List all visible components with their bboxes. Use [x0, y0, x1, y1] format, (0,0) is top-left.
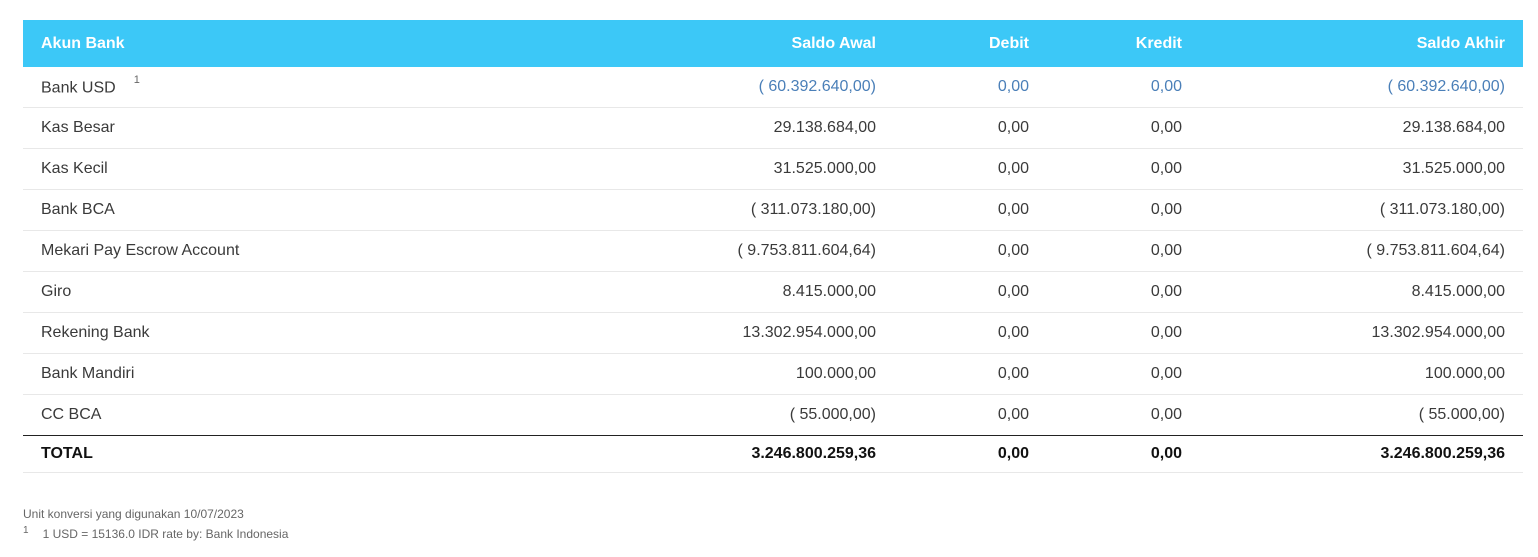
account-name: Rekening Bank: [23, 312, 553, 354]
debit-value: 0,00: [894, 148, 1047, 190]
total-opening-balance: 3.246.800.259,36: [553, 435, 894, 473]
bank-summary-report: Akun Bank Saldo Awal Debit Kredit Saldo …: [23, 20, 1523, 473]
table-row: Giro 8.415.000,00 0,00 0,00 8.415.000,00: [23, 271, 1523, 313]
table-row: CC BCA ( 55.000,00) 0,00 0,00 ( 55.000,0…: [23, 395, 1523, 436]
credit-value: 0,00: [1047, 312, 1200, 354]
opening-balance: 13.302.954.000,00: [553, 312, 894, 354]
account-name: Bank USD: [41, 79, 116, 97]
credit-link[interactable]: 0,00: [1150, 78, 1182, 95]
debit-cell: 0,00: [894, 67, 1047, 108]
header-saldo-akhir: Saldo Akhir: [1200, 20, 1523, 67]
debit-value: 0,00: [894, 230, 1047, 272]
closing-balance: 100.000,00: [1200, 353, 1523, 395]
total-row: TOTAL 3.246.800.259,36 0,00 0,00 3.246.8…: [23, 435, 1523, 473]
conversion-date-note: Unit konversi yang digunakan 10/07/2023: [23, 507, 244, 521]
debit-value: 0,00: [997, 406, 1029, 423]
credit-value: 0,00: [1047, 353, 1200, 395]
credit-cell: 0,00: [1047, 67, 1200, 108]
closing-balance: 8.415.000,00: [1200, 271, 1523, 313]
table-row: Bank BCA ( 311.073.180,00) 0,00 0,00 ( 3…: [23, 189, 1523, 231]
footnote-row: 1 1 USD = 15136.0 IDR rate by: Bank Indon…: [23, 524, 288, 546]
account-name: Kas Besar: [23, 107, 553, 149]
opening-balance-link[interactable]: ( 60.392.640,00): [758, 78, 876, 95]
opening-balance: 100.000,00: [553, 353, 894, 395]
header-saldo-awal: Saldo Awal: [553, 20, 894, 67]
total-debit: 0,00: [894, 435, 1047, 473]
header-kredit: Kredit: [1047, 20, 1200, 67]
total-credit: 0,00: [1047, 435, 1200, 473]
account-name-cell: Bank USD 1: [23, 67, 553, 108]
opening-balance: ( 9.753.811.604,64): [553, 230, 894, 272]
closing-balance: ( 55.000,00): [1418, 406, 1505, 423]
account-name: Bank BCA: [23, 189, 553, 231]
table-row: Kas Kecil 31.525.000,00 0,00 0,00 31.525…: [23, 148, 1523, 190]
table-row: Rekening Bank 13.302.954.000,00 0,00 0,0…: [23, 312, 1523, 354]
credit-value: 0,00: [1047, 230, 1200, 272]
closing-balance-link[interactable]: ( 60.392.640,00): [1387, 78, 1505, 95]
report-notes: Unit konversi yang digunakan 10/07/2023 …: [23, 504, 288, 546]
account-name: Bank Mandiri: [23, 353, 553, 395]
table-row: Mekari Pay Escrow Account ( 9.753.811.60…: [23, 230, 1523, 272]
opening-balance: 31.525.000,00: [553, 148, 894, 190]
table-row: Kas Besar 29.138.684,00 0,00 0,00 29.138…: [23, 107, 1523, 149]
credit-value: 0,00: [1047, 148, 1200, 190]
closing-balance: 13.302.954.000,00: [1200, 312, 1523, 354]
debit-link[interactable]: 0,00: [997, 78, 1029, 95]
credit-value: 0,00: [1047, 189, 1200, 231]
debit-value: 0,00: [894, 107, 1047, 149]
table-header-row: Akun Bank Saldo Awal Debit Kredit Saldo …: [23, 20, 1523, 67]
opening-balance: 8.415.000,00: [553, 271, 894, 313]
header-akun-bank: Akun Bank: [23, 20, 553, 67]
closing-balance: 29.138.684,00: [1200, 107, 1523, 149]
footnote-marker: 1: [23, 525, 29, 536]
account-name: Kas Kecil: [23, 148, 553, 190]
credit-value: 0,00: [1047, 271, 1200, 313]
debit-value: 0,00: [894, 271, 1047, 313]
header-debit: Debit: [894, 20, 1047, 67]
bank-balance-table: Akun Bank Saldo Awal Debit Kredit Saldo …: [23, 20, 1523, 473]
account-name: Mekari Pay Escrow Account: [23, 230, 553, 272]
opening-balance: ( 311.073.180,00): [553, 189, 894, 231]
opening-balance-cell: ( 60.392.640,00): [553, 67, 894, 108]
credit-value: 0,00: [1150, 406, 1182, 423]
closing-balance: ( 311.073.180,00): [1200, 189, 1523, 231]
total-closing-balance: 3.246.800.259,36: [1200, 435, 1523, 473]
account-name: CC BCA: [41, 406, 102, 423]
closing-balance: 31.525.000,00: [1200, 148, 1523, 190]
debit-value: 0,00: [894, 189, 1047, 231]
account-name: Giro: [23, 271, 553, 313]
opening-balance: 29.138.684,00: [553, 107, 894, 149]
table-row: Bank USD 1 ( 60.392.640,00) 0,00 0,00 ( 6…: [23, 67, 1523, 108]
total-label: TOTAL: [23, 435, 553, 473]
closing-balance: ( 9.753.811.604,64): [1200, 230, 1523, 272]
table-row: Bank Mandiri 100.000,00 0,00 0,00 100.00…: [23, 353, 1523, 395]
footnote-text: 1 USD = 15136.0 IDR rate by: Bank Indone…: [42, 527, 289, 541]
closing-balance-cell: ( 60.392.640,00): [1200, 67, 1523, 108]
debit-value: 0,00: [894, 353, 1047, 395]
credit-value: 0,00: [1047, 107, 1200, 149]
footnote-marker: 1: [133, 73, 140, 86]
opening-balance: ( 55.000,00): [789, 406, 876, 423]
debit-value: 0,00: [894, 312, 1047, 354]
